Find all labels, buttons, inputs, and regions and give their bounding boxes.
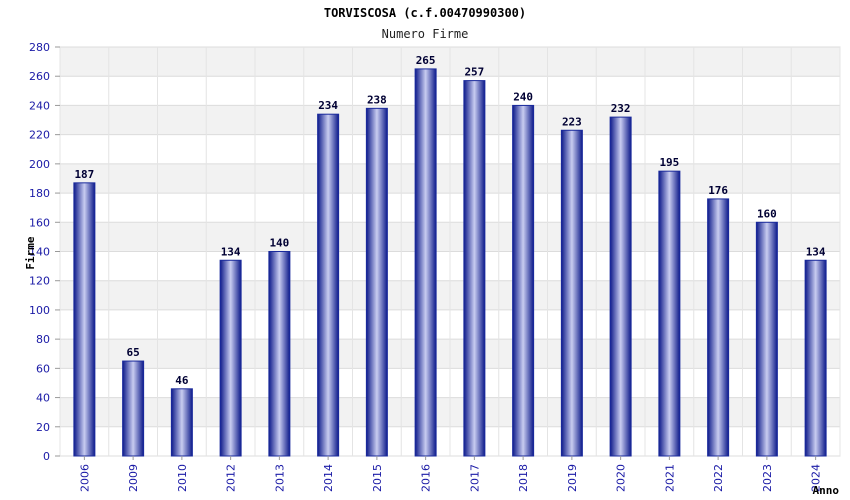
y-tick-label: 120: [29, 275, 50, 288]
y-tick-label: 180: [29, 187, 50, 200]
chart-title: TORVISCOSA (c.f.00470990300): [324, 6, 526, 20]
x-tick-label: 2022: [712, 464, 725, 492]
value-label: 265: [416, 54, 436, 67]
x-tick-label: 2024: [810, 464, 823, 492]
bar: [317, 113, 340, 457]
value-label: 176: [708, 184, 728, 197]
x-tick-label: 2015: [371, 464, 384, 492]
x-tick-label: 2009: [127, 464, 140, 492]
bar: [365, 107, 388, 457]
y-tick-label: 60: [36, 362, 50, 375]
x-tick-label: 2020: [615, 464, 628, 492]
bar: [170, 388, 193, 457]
y-tick-labels: 0 20 40 60 80 100 120 140 160 180 200 220 240 260 280: [29, 41, 60, 463]
bars: [73, 68, 827, 457]
bar: [512, 104, 535, 457]
y-tick-label: 140: [29, 246, 50, 259]
x-tick-label: 2006: [78, 464, 91, 492]
y-tick-label: 260: [29, 70, 50, 83]
x-tick-label: 2013: [273, 464, 286, 492]
x-axis-label: Anno: [813, 484, 840, 497]
value-label: 257: [464, 66, 484, 79]
y-tick-label: 100: [29, 304, 50, 317]
value-label: 134: [221, 245, 241, 258]
value-label: 240: [513, 90, 533, 103]
bar: [707, 198, 730, 457]
value-label: 232: [611, 102, 631, 115]
x-tick-label: 2023: [761, 464, 774, 492]
value-label: 140: [269, 237, 289, 250]
value-label: 223: [562, 115, 582, 128]
bar: [219, 259, 242, 457]
x-tick-label: 2019: [566, 464, 579, 492]
y-tick-label: 20: [36, 421, 50, 434]
y-tick-label: 200: [29, 158, 50, 171]
bar: [804, 259, 827, 457]
value-label: 160: [757, 207, 777, 220]
y-tick-label: 40: [36, 392, 50, 405]
value-labels: 187 65 46 134 140 234 238 265 257 240 223 232 195 176…: [74, 54, 825, 387]
x-tick-label: 2018: [517, 464, 530, 492]
value-label: 187: [74, 168, 94, 181]
x-tick-label: 2010: [176, 464, 189, 492]
x-tick-label: 2016: [420, 464, 433, 492]
y-tick-label: 160: [29, 216, 50, 229]
value-label: 234: [318, 99, 338, 112]
value-label: 65: [127, 346, 140, 359]
bar: [609, 116, 632, 457]
y-tick-label: 0: [43, 450, 50, 463]
bar: [560, 129, 583, 457]
x-tick-labels: 2006 2009 2010 2012 2013 2014 2015 2016 2017 2018…: [78, 456, 823, 492]
x-tick-label: 2014: [322, 464, 335, 492]
value-label: 195: [659, 156, 679, 169]
value-label: 134: [806, 245, 826, 258]
x-tick-label: 2012: [225, 464, 238, 492]
bar: [658, 170, 681, 457]
y-tick-label: 280: [29, 41, 50, 54]
y-tick-label: 80: [36, 333, 50, 346]
y-tick-label: 240: [29, 99, 50, 112]
bar: [73, 182, 96, 457]
x-tick-label: 2017: [468, 464, 481, 492]
bar: [755, 221, 778, 457]
value-label: 46: [175, 374, 189, 387]
value-label: 238: [367, 93, 387, 106]
y-axis-label: Firme: [24, 236, 37, 269]
x-tick-label: 2021: [663, 464, 676, 492]
y-tick-label: 220: [29, 129, 50, 142]
bar: [268, 251, 291, 457]
bar: [122, 360, 145, 457]
bar: [414, 68, 437, 457]
chart-subtitle: Numero Firme: [382, 27, 469, 41]
bar: [463, 80, 486, 457]
